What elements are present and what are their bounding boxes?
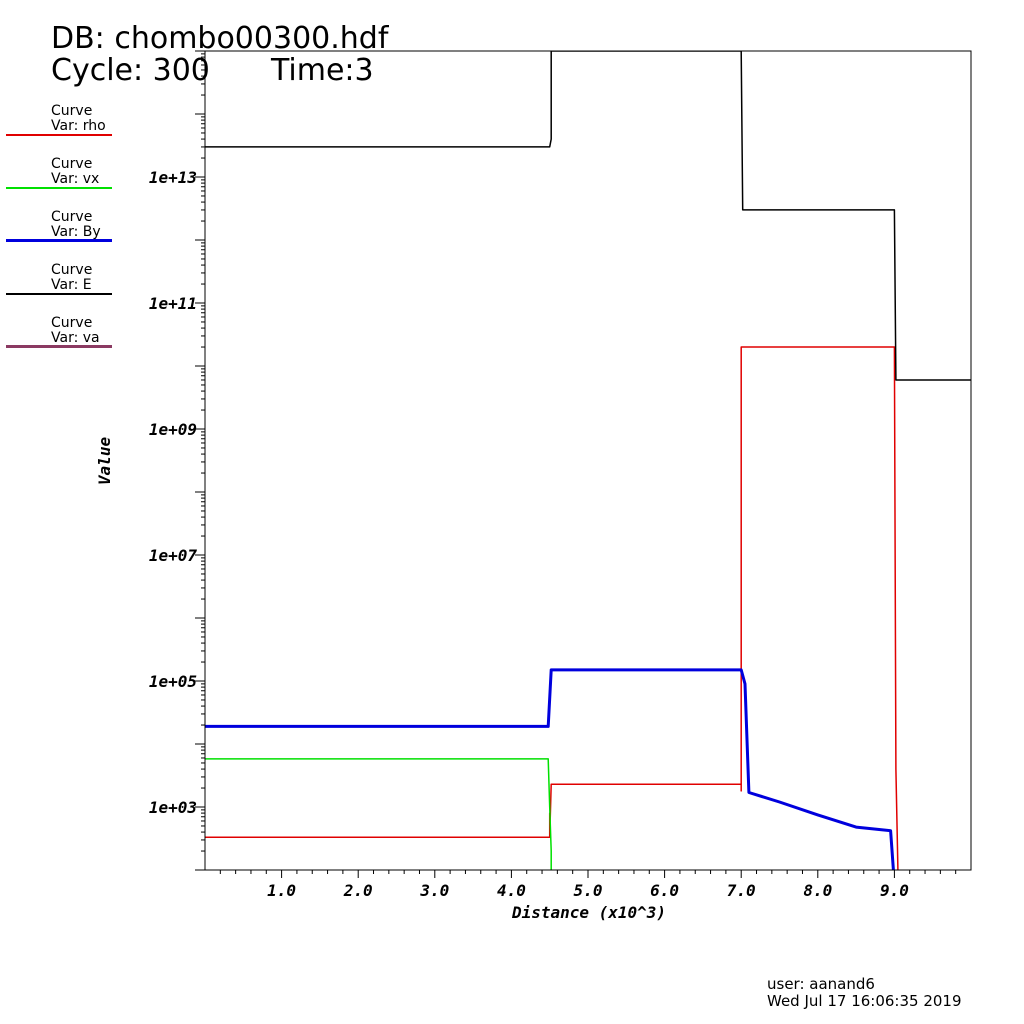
x-tick-label: 2.0 — [343, 881, 373, 900]
series-line-rho — [205, 346, 899, 870]
legend-label: Curve — [51, 156, 93, 172]
data-series — [205, 51, 971, 870]
x-axis-title: Distance (x10^3) — [511, 903, 666, 922]
legend-label: Curve — [51, 209, 93, 225]
y-tick-label: 1e+13 — [149, 168, 197, 187]
legend-var: Var: vx — [51, 171, 100, 187]
tick-labels: 1.0 2.0 3.0 4.0 5.0 6.0 7.0 8.0 9.0 1e+03 1e+05 1e+… — [149, 168, 909, 900]
y-tick-label: 1e+09 — [149, 420, 197, 439]
y-tick-label: 1e+05 — [149, 672, 197, 691]
db-title: DB: chombo00300.hdf — [51, 21, 389, 56]
x-tick-label: 1.0 — [267, 881, 296, 900]
x-tick-label: 6.0 — [650, 881, 679, 900]
legend-label: Curve — [51, 103, 93, 119]
y-tick-label: 1e+03 — [149, 798, 197, 817]
y-tick-label: 1e+11 — [149, 294, 197, 313]
plot-frame — [204, 50, 972, 871]
legend-label: Curve — [51, 262, 93, 278]
x-tick-label: 8.0 — [803, 881, 832, 900]
y-tick-label: 1e+07 — [149, 546, 198, 565]
cycle-label: Cycle: 300 — [51, 53, 210, 88]
legend-var: Var: rho — [51, 118, 106, 134]
legend-swatch — [6, 239, 112, 242]
legend-item-e: Curve Var: E — [0, 263, 112, 313]
legend-swatch — [6, 293, 112, 295]
legend-item-rho: Curve Var: rho — [0, 104, 112, 154]
series-line-vx — [205, 758, 552, 870]
footer-user: user: aanand6 — [767, 975, 875, 993]
legend-var: Var: E — [51, 277, 92, 293]
x-tick-label: 4.0 — [497, 881, 526, 900]
series-line-by — [205, 668, 895, 870]
legend-item-vx: Curve Var: vx — [0, 157, 112, 207]
legend-var: Var: va — [51, 330, 100, 346]
x-tick-label: 9.0 — [880, 881, 909, 900]
legend-swatch — [6, 134, 112, 136]
x-tick-label: 3.0 — [419, 881, 449, 900]
legend-swatch — [6, 345, 112, 348]
axis-ticks — [195, 50, 957, 878]
x-tick-label: 7.0 — [727, 881, 756, 900]
legend-item-va: Curve Var: va — [0, 316, 112, 366]
x-tick-label: 5.0 — [574, 881, 603, 900]
time-label: Time:3 — [271, 53, 374, 88]
series-line-e — [205, 51, 971, 381]
legend-label: Curve — [51, 315, 93, 331]
y-axis-title: Value — [95, 437, 114, 486]
footer-date: Wed Jul 17 16:06:35 2019 — [767, 992, 962, 1010]
legend-swatch — [6, 187, 112, 189]
legend-var: Var: By — [51, 224, 101, 240]
legend-item-by: Curve Var: By — [0, 210, 112, 260]
